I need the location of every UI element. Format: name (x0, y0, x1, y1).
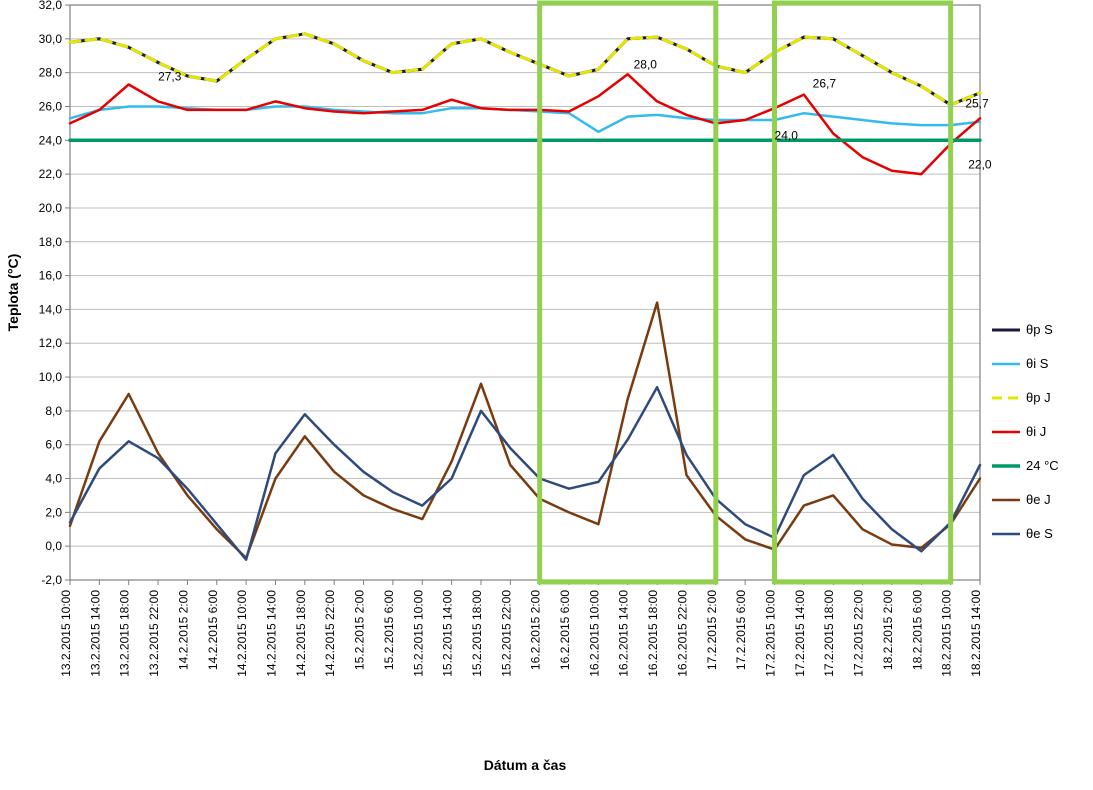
y-tick-label: 28,0 (39, 66, 63, 80)
series-thetae_s (70, 387, 980, 560)
x-tick-label: 13.2.2015 22:00 (147, 590, 161, 677)
y-tick-label: 8,0 (45, 404, 62, 418)
y-tick-label: 14,0 (39, 302, 63, 316)
x-tick-label: 18.2.2015 6:00 (910, 590, 924, 670)
x-tick-label: 15.2.2015 18:00 (470, 590, 484, 677)
y-tick-label: 12,0 (39, 336, 63, 350)
x-tick-label: 18.2.2015 14:00 (969, 590, 983, 677)
x-tick-label: 15.2.2015 10:00 (411, 590, 425, 677)
temperature-chart: -2,0 0,0 2,0 4,0 6,0 8,0 10,0 12,0 14,0 16,0 18,0 2… (0, 0, 1093, 790)
x-tick-label: 17.2.2015 14:00 (793, 590, 807, 677)
chart-svg: -2,0 0,0 2,0 4,0 6,0 8,0 10,0 12,0 14,0 16,0 18,0 2… (0, 0, 1093, 790)
x-tick-label: 16.2.2015 6:00 (558, 590, 572, 670)
legend-label: 24 °C (1026, 458, 1059, 473)
x-tick-label: 18.2.2015 10:00 (940, 590, 954, 677)
legend-label: θe S (1026, 526, 1053, 541)
x-tick-label: 13.2.2015 18:00 (118, 590, 132, 677)
x-tick-label: 14.2.2015 6:00 (206, 590, 220, 670)
series-thetap_j (70, 34, 980, 105)
annotation: 22,0 (968, 157, 992, 171)
x-tick-label: 14.2.2015 2:00 (176, 590, 190, 670)
x-tick-label: 15.2.2015 22:00 (499, 590, 513, 677)
y-tick-label: 6,0 (45, 438, 62, 452)
highlight-box (775, 3, 951, 582)
legend-label: θp J (1026, 390, 1051, 405)
y-tick-label: 18,0 (39, 235, 63, 249)
x-tick-label: 13.2.2015 10:00 (59, 590, 73, 677)
legend-label: θp S (1026, 322, 1053, 337)
x-tick-label: 15.2.2015 6:00 (382, 590, 396, 670)
y-tick-label: 32,0 (39, 0, 63, 12)
y-tick-label: 10,0 (39, 370, 63, 384)
legend-label: θi J (1026, 424, 1046, 439)
highlight-box (540, 3, 716, 582)
x-tick-label: 16.2.2015 10:00 (587, 590, 601, 677)
x-tick-label: 14.2.2015 14:00 (264, 590, 278, 677)
y-axis-label: Teplota (°C) (5, 254, 21, 332)
y-tick-label: 16,0 (39, 269, 63, 283)
x-tick-label: 16.2.2015 14:00 (617, 590, 631, 677)
x-tick-label: 17.2.2015 18:00 (822, 590, 836, 677)
x-tick-label: 16.2.2015 22:00 (675, 590, 689, 677)
annotation: 24,0 (775, 129, 799, 143)
x-tick-label: 14.2.2015 22:00 (323, 590, 337, 677)
annotation: 25,7 (965, 97, 989, 111)
y-tick-label: 0,0 (45, 539, 62, 553)
x-tick-label: 18.2.2015 2:00 (881, 590, 895, 670)
y-tick-label: 20,0 (39, 201, 63, 215)
series-thetai_j (70, 74, 980, 174)
y-tick-label: 30,0 (39, 32, 63, 46)
y-tick-label: 22,0 (39, 167, 63, 181)
y-tick-label: 24,0 (39, 133, 63, 147)
legend-label: θe J (1026, 492, 1051, 507)
y-tick-label: -2,0 (41, 573, 62, 587)
x-tick-label: 17.2.2015 6:00 (734, 590, 748, 670)
x-tick-label: 17.2.2015 10:00 (764, 590, 778, 677)
x-tick-label: 14.2.2015 18:00 (294, 590, 308, 677)
x-tick-label: 17.2.2015 22:00 (852, 590, 866, 677)
annotation: 27,3 (158, 69, 182, 83)
x-tick-label: 13.2.2015 14:00 (88, 590, 102, 677)
x-tick-label: 15.2.2015 14:00 (441, 590, 455, 677)
x-tick-label: 16.2.2015 2:00 (529, 590, 543, 670)
plot-border (70, 5, 980, 580)
y-tick-label: 2,0 (45, 505, 62, 519)
x-tick-label: 17.2.2015 2:00 (705, 590, 719, 670)
x-tick-label: 14.2.2015 10:00 (235, 590, 249, 677)
annotation: 26,7 (813, 76, 837, 90)
y-tick-label: 26,0 (39, 99, 63, 113)
x-tick-label: 16.2.2015 18:00 (646, 590, 660, 677)
y-tick-label: 4,0 (45, 472, 62, 486)
series-thetae_j (70, 303, 980, 558)
legend-label: θi S (1026, 356, 1049, 371)
annotation: 28,0 (634, 58, 658, 72)
x-tick-label: 15.2.2015 2:00 (353, 590, 367, 670)
x-axis-label: Dátum a čas (484, 757, 567, 773)
